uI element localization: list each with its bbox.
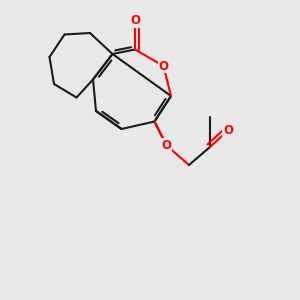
Text: O: O: [158, 59, 169, 73]
Text: O: O: [223, 124, 233, 137]
Text: O: O: [130, 14, 140, 28]
Text: O: O: [161, 139, 172, 152]
